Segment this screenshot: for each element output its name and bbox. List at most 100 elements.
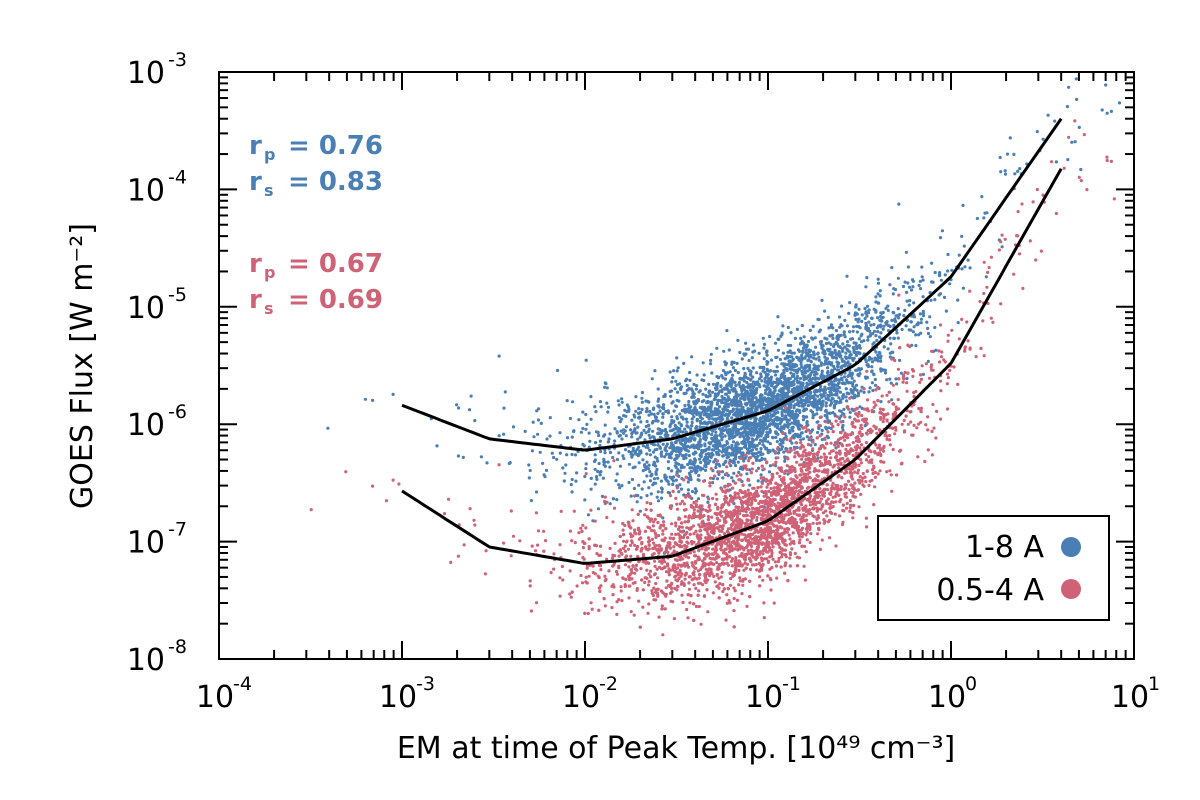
data-point <box>865 375 869 379</box>
data-point <box>730 446 734 450</box>
data-point <box>1104 83 1108 87</box>
data-point <box>560 564 565 569</box>
data-point <box>749 370 753 374</box>
data-point <box>779 439 784 443</box>
data-point <box>794 409 798 413</box>
data-point <box>840 442 844 446</box>
data-point <box>697 478 701 482</box>
data-point <box>826 371 830 375</box>
data-point <box>596 430 600 435</box>
data-point <box>790 359 794 363</box>
data-point <box>826 366 830 370</box>
data-point <box>768 442 772 446</box>
data-point <box>769 588 773 592</box>
data-point <box>678 469 682 473</box>
data-point <box>703 442 707 446</box>
data-point <box>672 446 676 450</box>
data-point <box>736 338 740 342</box>
data-point <box>770 542 774 546</box>
data-point <box>751 343 756 347</box>
data-point <box>763 391 768 395</box>
data-point <box>749 385 753 389</box>
data-point <box>635 431 639 435</box>
data-point <box>860 319 864 323</box>
data-point <box>801 394 805 398</box>
data-point <box>728 402 732 406</box>
data-point <box>712 412 716 416</box>
data-point <box>876 330 880 334</box>
data-point <box>830 368 834 372</box>
data-point <box>843 375 847 379</box>
data-point <box>752 452 756 456</box>
data-point <box>630 477 635 482</box>
data-point <box>865 276 869 280</box>
data-point <box>575 471 579 475</box>
data-point <box>872 322 876 327</box>
data-point <box>792 351 796 355</box>
data-point <box>881 327 885 331</box>
data-point <box>656 490 660 494</box>
data-point <box>758 397 762 401</box>
data-point <box>778 380 782 384</box>
data-point <box>874 334 878 338</box>
data-point <box>795 374 799 378</box>
data-point <box>980 195 984 199</box>
data-point <box>891 292 895 296</box>
data-point <box>627 462 632 466</box>
data-point <box>790 421 794 425</box>
data-point <box>750 356 754 360</box>
data-point <box>838 390 843 394</box>
data-point <box>829 323 834 327</box>
data-point <box>769 377 773 381</box>
data-point <box>669 394 673 398</box>
data-point <box>647 467 651 471</box>
data-point <box>827 394 831 398</box>
data-point <box>759 447 763 451</box>
data-point <box>630 567 634 572</box>
data-point <box>790 414 794 419</box>
data-point <box>456 454 460 458</box>
data-point <box>818 389 822 393</box>
data-point <box>788 367 792 371</box>
data-point <box>656 443 660 447</box>
data-point <box>854 317 858 321</box>
data-point <box>829 391 833 395</box>
data-point <box>660 487 664 491</box>
data-point <box>675 502 679 506</box>
data-point <box>933 325 937 330</box>
data-point <box>776 400 781 404</box>
data-point <box>617 415 621 420</box>
data-point <box>808 431 812 435</box>
data-point <box>664 409 668 414</box>
data-point <box>727 348 731 352</box>
data-point <box>835 393 839 397</box>
data-point <box>834 329 839 333</box>
data-point <box>847 356 851 360</box>
data-point <box>774 373 778 377</box>
data-point <box>735 361 739 365</box>
data-point <box>942 295 947 299</box>
data-point <box>732 460 737 465</box>
data-point <box>784 378 788 382</box>
data-point <box>607 437 611 441</box>
data-point <box>565 453 569 457</box>
data-point <box>633 428 637 432</box>
data-point <box>857 317 861 321</box>
data-point <box>739 376 743 381</box>
data-point <box>708 442 712 446</box>
data-point <box>776 315 780 319</box>
data-point <box>902 314 906 318</box>
data-point <box>867 483 871 487</box>
data-point <box>742 456 746 460</box>
data-point <box>715 452 719 456</box>
data-point <box>724 428 729 432</box>
data-point <box>907 285 912 289</box>
data-point <box>801 437 806 441</box>
data-point <box>689 477 693 481</box>
data-point <box>663 394 667 398</box>
data-point <box>619 589 623 593</box>
data-point <box>912 301 916 305</box>
data-point <box>631 449 635 453</box>
data-point <box>627 565 631 569</box>
data-point <box>708 459 712 463</box>
